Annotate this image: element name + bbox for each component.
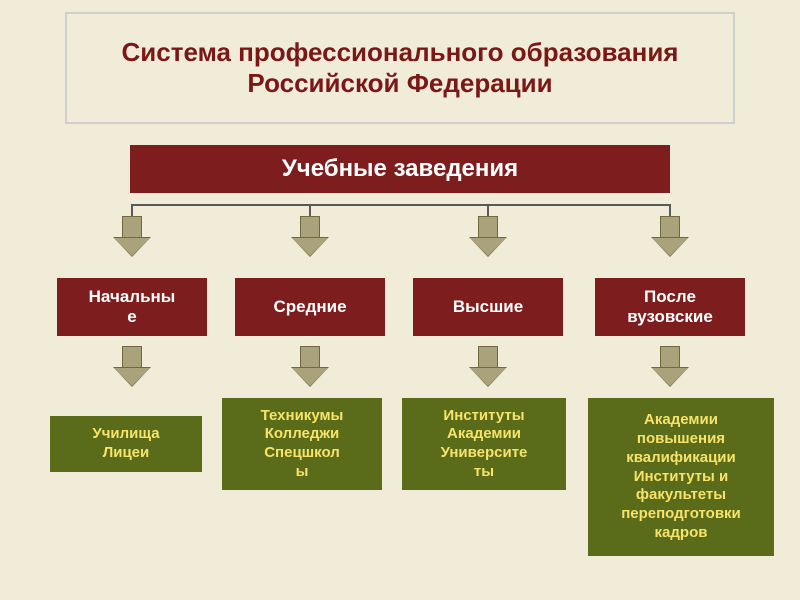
connector-drop: [487, 204, 489, 216]
connector-hline: [132, 204, 670, 206]
leaf-box: Училища Лицеи: [50, 416, 202, 472]
category-label: После вузовские: [627, 287, 713, 328]
connector-drop: [131, 204, 133, 216]
leaf-box: Техникумы Колледжи Спецшкол ы: [222, 398, 382, 490]
connector-drop: [669, 204, 671, 216]
leaf-label: Институты Академии Университе ты: [441, 407, 528, 482]
slide-root: Система профессионального образования Ро…: [0, 0, 800, 600]
leaf-label: Академии повышения квалификации Институт…: [621, 411, 741, 542]
category-box: Средние: [235, 278, 385, 336]
category-box: После вузовские: [595, 278, 745, 336]
category-label: Начальны е: [89, 287, 176, 328]
leaf-label: Техникумы Колледжи Спецшкол ы: [261, 407, 344, 482]
leaf-box: Институты Академии Университе ты: [402, 398, 566, 490]
category-label: Средние: [273, 297, 346, 317]
connector-drop: [309, 204, 311, 216]
header-box: Учебные заведения: [130, 145, 670, 193]
category-label: Высшие: [453, 297, 523, 317]
slide-title: Система профессионального образования Ро…: [65, 12, 735, 124]
category-box: Высшие: [413, 278, 563, 336]
category-box: Начальны е: [57, 278, 207, 336]
leaf-label: Училища Лицеи: [92, 425, 159, 463]
leaf-box: Академии повышения квалификации Институт…: [588, 398, 774, 556]
